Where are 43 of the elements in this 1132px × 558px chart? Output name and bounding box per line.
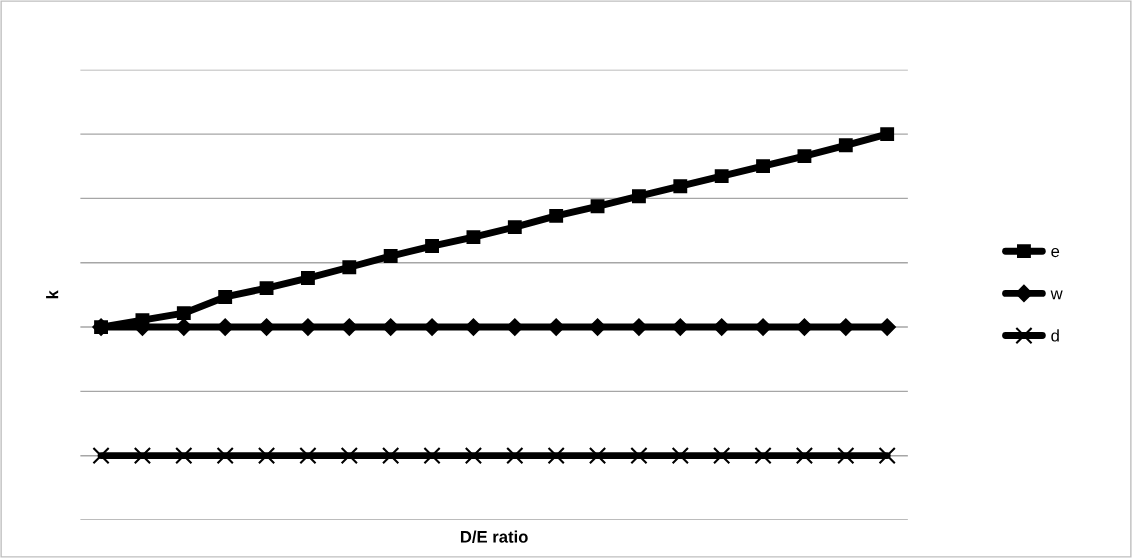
point	[588, 446, 607, 465]
point	[632, 189, 646, 204]
point	[797, 149, 812, 164]
point	[175, 446, 193, 465]
point	[176, 306, 191, 321]
point	[754, 446, 772, 465]
point	[425, 239, 439, 253]
point	[506, 446, 524, 465]
point	[756, 159, 770, 174]
x-axis-title: D/E ratio	[460, 530, 528, 543]
point	[92, 446, 110, 465]
point	[259, 281, 274, 296]
point	[383, 249, 398, 263]
point	[382, 446, 400, 465]
point	[713, 446, 731, 465]
point	[714, 169, 729, 184]
point	[795, 446, 814, 465]
point	[340, 446, 358, 465]
point	[464, 446, 483, 465]
legend-label: e	[1051, 248, 1060, 258]
point	[673, 179, 688, 194]
point	[880, 127, 895, 142]
point	[342, 260, 357, 275]
point	[257, 446, 276, 465]
point	[299, 446, 317, 465]
point	[590, 199, 605, 214]
point	[671, 446, 689, 465]
point	[837, 446, 855, 465]
point	[466, 230, 481, 245]
legend-label: w	[1050, 290, 1063, 300]
point	[301, 271, 315, 285]
legend-label: d	[1051, 329, 1059, 342]
point	[507, 220, 522, 235]
y-axis-title: k	[46, 290, 59, 299]
point	[423, 446, 441, 465]
point	[133, 446, 152, 465]
point	[218, 290, 233, 304]
point	[216, 446, 234, 465]
point	[630, 446, 648, 465]
point	[547, 446, 565, 465]
point	[549, 208, 564, 223]
point	[838, 138, 853, 153]
point	[878, 446, 896, 465]
